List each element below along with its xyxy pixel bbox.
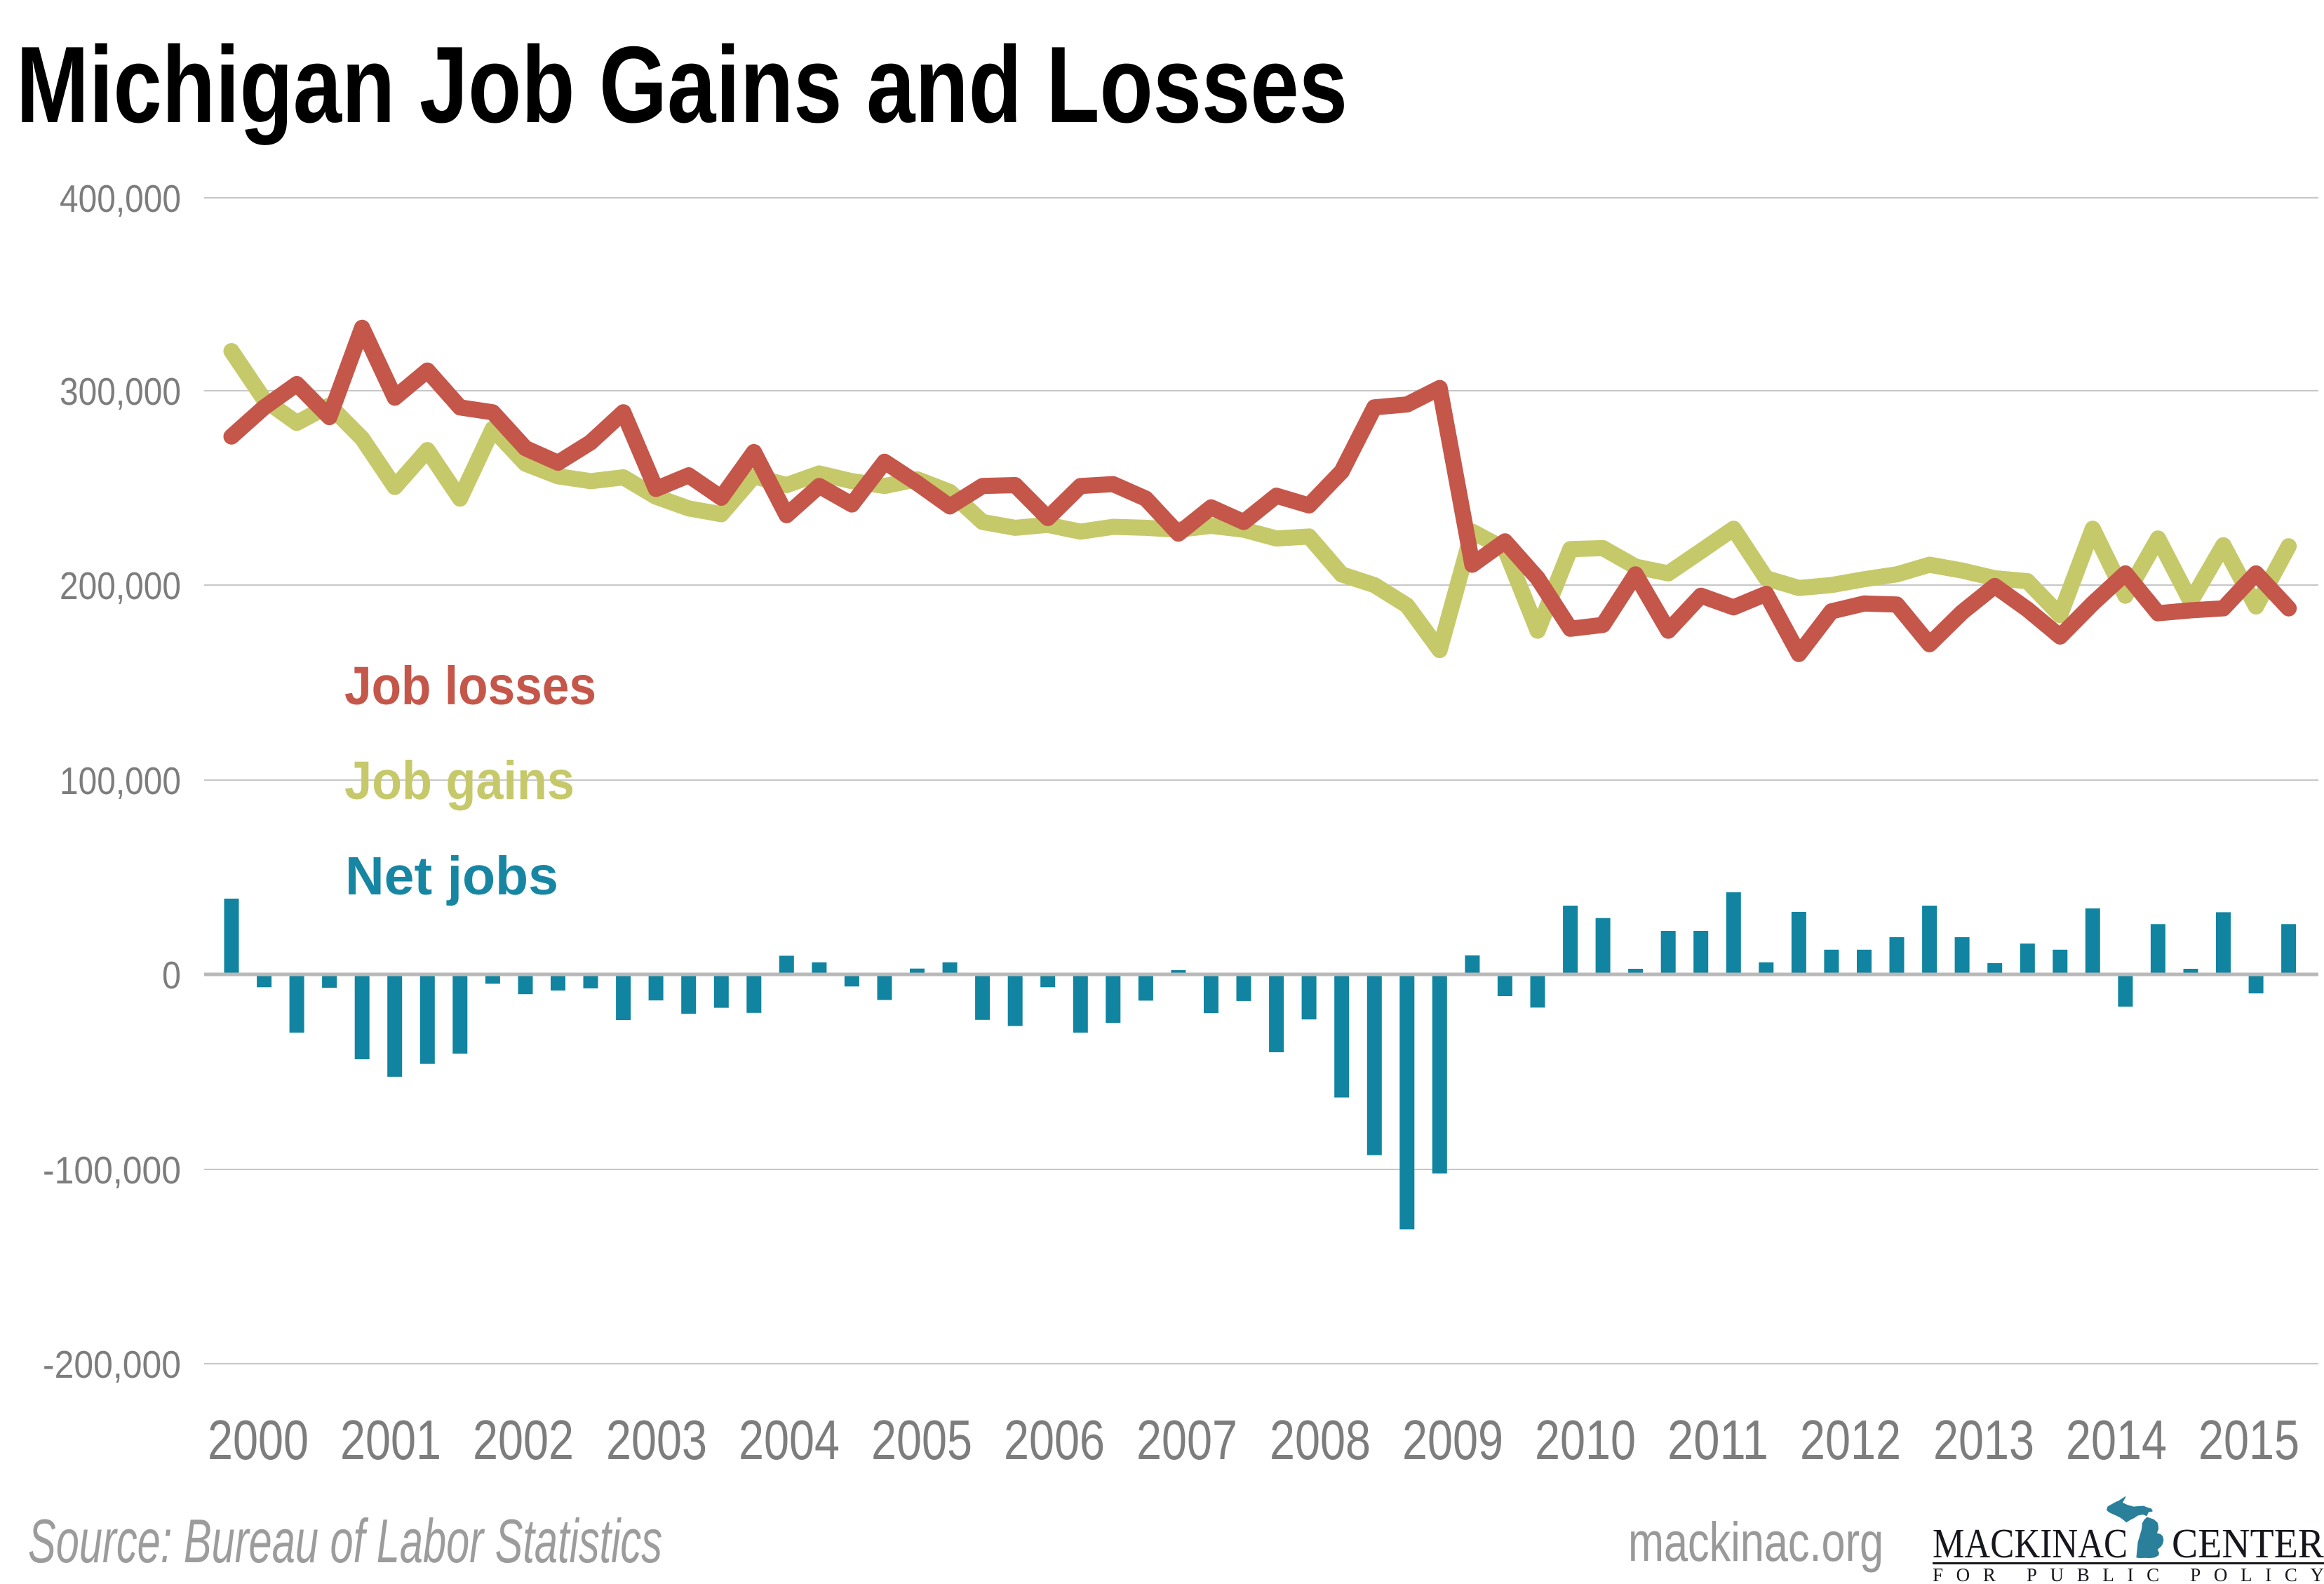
- svg-text:Net jobs: Net jobs: [345, 846, 558, 906]
- svg-text:2004: 2004: [739, 1409, 840, 1471]
- svg-text:2006: 2006: [1004, 1409, 1105, 1471]
- svg-text:2005: 2005: [871, 1409, 972, 1471]
- svg-text:2010: 2010: [1535, 1409, 1636, 1471]
- svg-text:400,000: 400,000: [60, 177, 181, 220]
- svg-text:CENTER: CENTER: [2172, 1520, 2324, 1566]
- svg-text:2011: 2011: [1667, 1409, 1768, 1471]
- svg-text:2012: 2012: [1800, 1409, 1901, 1471]
- svg-text:Job losses: Job losses: [344, 656, 596, 716]
- svg-text:2009: 2009: [1402, 1409, 1503, 1471]
- svg-text:2015: 2015: [2198, 1409, 2299, 1471]
- svg-text:2002: 2002: [473, 1409, 574, 1471]
- svg-text:Source: Bureau of Labor Statis: Source: Bureau of Labor Statistics: [28, 1506, 662, 1576]
- svg-text:2000: 2000: [208, 1409, 309, 1471]
- svg-text:2001: 2001: [340, 1409, 441, 1471]
- svg-text:Michigan Job Gains and Losses: Michigan Job Gains and Losses: [16, 24, 1348, 145]
- svg-text:200,000: 200,000: [60, 564, 181, 608]
- svg-text:2013: 2013: [1933, 1409, 2034, 1471]
- svg-text:2014: 2014: [2066, 1409, 2167, 1471]
- svg-text:300,000: 300,000: [60, 370, 181, 413]
- svg-text:FOR PUBLIC POLICY: FOR PUBLIC POLICY: [1933, 1564, 2324, 1584]
- svg-text:Job gains: Job gains: [344, 751, 575, 811]
- svg-text:0: 0: [162, 953, 181, 997]
- svg-text:mackinac.org: mackinac.org: [1628, 1510, 1883, 1573]
- svg-text:-100,000: -100,000: [43, 1148, 181, 1192]
- svg-text:100,000: 100,000: [60, 759, 181, 803]
- svg-text:MACKINAC: MACKINAC: [1933, 1520, 2128, 1566]
- svg-text:2008: 2008: [1270, 1409, 1371, 1471]
- svg-text:2007: 2007: [1136, 1409, 1237, 1471]
- svg-text:-200,000: -200,000: [43, 1343, 181, 1386]
- svg-text:2003: 2003: [606, 1409, 707, 1471]
